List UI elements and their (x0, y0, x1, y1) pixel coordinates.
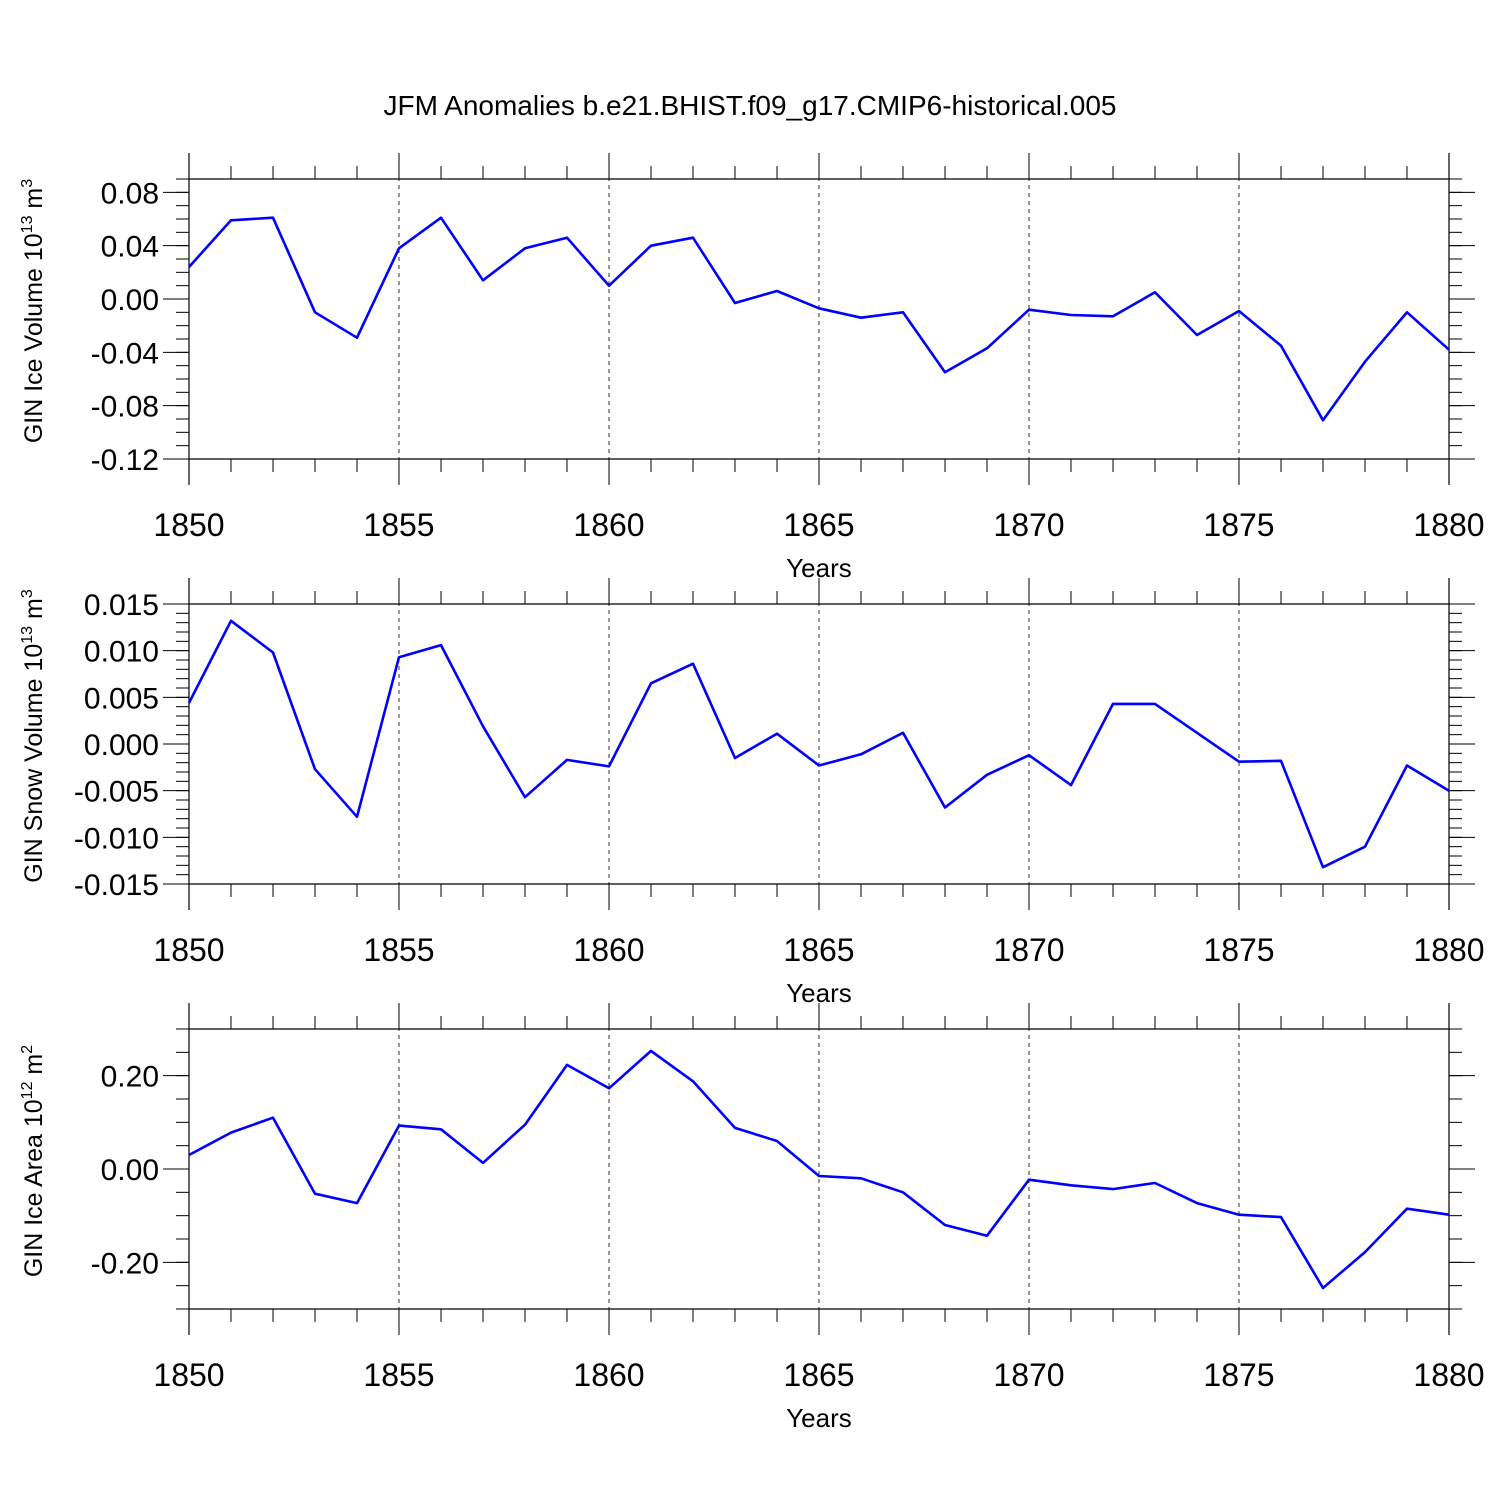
y-tick-label: -0.04 (91, 337, 159, 370)
y-tick-label: 0.08 (101, 177, 159, 210)
y-axis-label-text: GIN Ice Volume 10 (20, 233, 48, 443)
y-tick-label: 0.20 (101, 1061, 159, 1094)
chart-panel-1: 0.08 0.04 0.00 -0.04 -0.08 -0.12 1850 1855 1860 1… (19, 153, 1485, 583)
x-tick-label: 1870 (993, 932, 1064, 968)
x-tick-label: 1880 (1413, 932, 1484, 968)
series-line-1 (188, 216, 1450, 422)
x-tick-label: 1860 (573, 932, 644, 968)
x-tick-label: 1880 (1413, 507, 1484, 543)
x-tick-label: 1875 (1203, 507, 1274, 543)
x-tick-label: 1870 (993, 507, 1064, 543)
x-tick-label: 1875 (1203, 1357, 1274, 1393)
x-tick-label: 1865 (783, 932, 854, 968)
figure-title: JFM Anomalies b.e21.BHIST.f09_g17.CMIP6-… (383, 90, 1116, 121)
x-tick-label: 1875 (1203, 932, 1274, 968)
y-axis-label-exponent: 13 (19, 626, 36, 644)
y-tick-label: 0.00 (101, 284, 159, 317)
x-tick-label: 1880 (1413, 1357, 1484, 1393)
x-tick-label: 1850 (153, 932, 224, 968)
x-tick-label: 1850 (153, 1357, 224, 1393)
x-tick-label: 1860 (573, 1357, 644, 1393)
series-line-1 (188, 1049, 1450, 1290)
series-line-1 (187, 619, 1450, 869)
y-axis-label: GIN Ice Volume 1013 m3 (19, 179, 48, 443)
y-axis-label: GIN Ice Area 1012 m2 (19, 1045, 48, 1277)
y-tick-label: 0.00 (101, 1154, 159, 1187)
y-axis-label-unit: m (20, 188, 48, 216)
y-axis-label-exponent: 13 (19, 215, 36, 233)
x-tick-label: 1855 (363, 932, 434, 968)
y-axis-label-unit-exponent: 3 (19, 179, 36, 188)
x-tick-label: 1855 (363, 507, 434, 543)
y-tick-label: 0.015 (84, 589, 159, 622)
y-tick-label: -0.12 (91, 444, 159, 477)
y-tick-label: -0.005 (74, 776, 159, 809)
x-tick-label: 1865 (783, 507, 854, 543)
chart-panel-2: 0.015 0.010 0.005 0.000 -0.005 -0.010 -0.015 18… (19, 578, 1485, 1008)
y-tick-label: 0.005 (84, 682, 159, 715)
y-axis-label: GIN Snow Volume 1013 m3 (19, 589, 48, 883)
y-axis-label-exponent: 12 (19, 1081, 36, 1099)
y-axis-label-unit: m (20, 598, 48, 626)
y-tick-label: -0.015 (74, 869, 159, 902)
x-tick-label: 1865 (783, 1357, 854, 1393)
y-tick-label: 0.000 (84, 729, 159, 762)
y-tick-label: -0.20 (91, 1247, 159, 1280)
y-axis-label-unit-exponent: 3 (19, 589, 36, 598)
y-tick-label: 0.010 (84, 636, 159, 669)
x-tick-label: 1860 (573, 507, 644, 543)
y-axis-label-unit-exponent: 2 (19, 1045, 36, 1054)
y-axis-label-text: GIN Snow Volume 10 (20, 644, 48, 883)
chart-panel-3: 0.20 0.00 -0.20 1850 1855 1860 1865 1870 1875 188… (19, 1003, 1485, 1433)
x-axis-label: Years (786, 1403, 852, 1433)
y-tick-label: 0.04 (101, 231, 159, 264)
y-axis-label-text: GIN Ice Area 10 (20, 1099, 48, 1277)
x-tick-label: 1870 (993, 1357, 1064, 1393)
y-tick-label: -0.010 (74, 822, 159, 855)
y-axis-label-unit: m (20, 1054, 48, 1082)
x-tick-label: 1855 (363, 1357, 434, 1393)
y-tick-label: -0.08 (91, 391, 159, 424)
x-tick-label: 1850 (153, 507, 224, 543)
